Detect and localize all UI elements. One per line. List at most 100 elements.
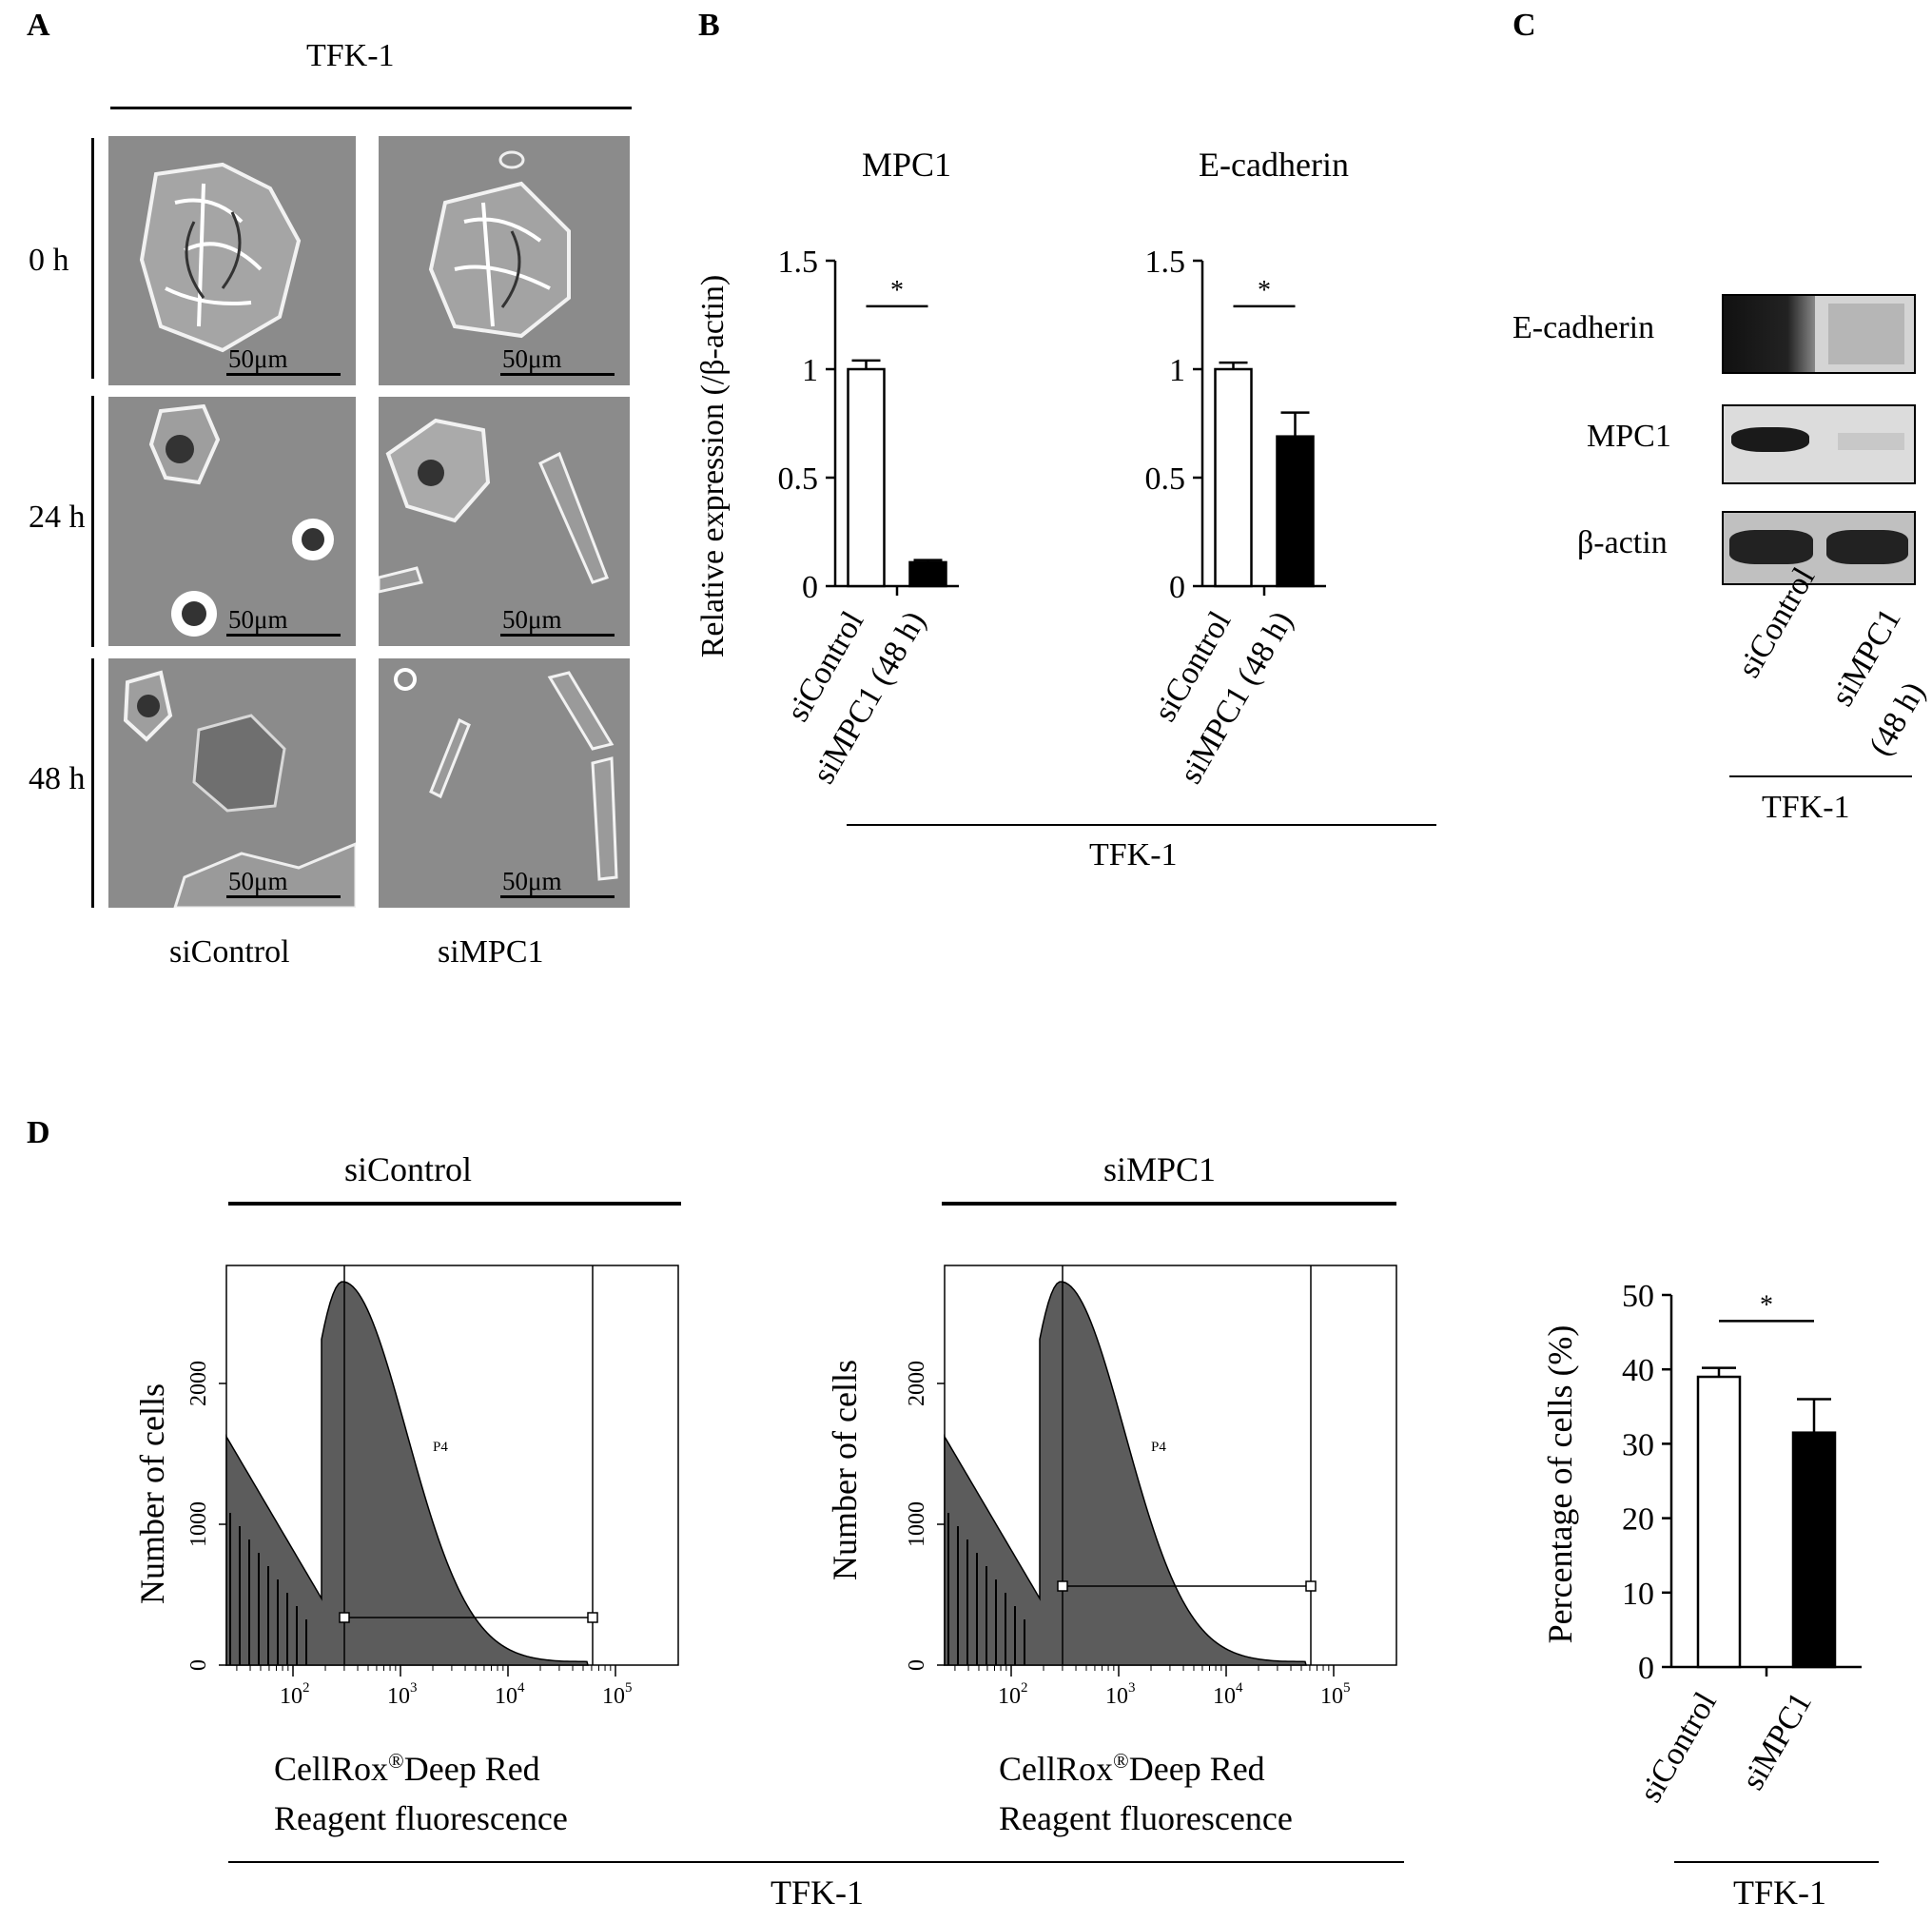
micrograph-simpc1-48h: 50μm — [379, 658, 630, 908]
y-tick-label: 1 — [1169, 353, 1185, 388]
histogram-fill — [944, 1281, 1307, 1666]
cell-cluster-image — [394, 668, 618, 881]
panel-d-bar-cell-line-bar — [1674, 1861, 1879, 1863]
y-tick-label: 1.5 — [1145, 245, 1186, 280]
gate-label: P4 — [1151, 1440, 1166, 1455]
cell-cluster-image — [139, 162, 302, 353]
significance-star: * — [890, 276, 904, 305]
x-tick-exponent: 5 — [1343, 1680, 1351, 1696]
y-tick-label: 20 — [1622, 1502, 1654, 1538]
y-tick-label: 0 — [802, 570, 818, 605]
gate-handle-right — [587, 1612, 598, 1623]
panel-a-cell-line-bar — [110, 107, 632, 109]
x-tick-label: 10 — [495, 1684, 517, 1703]
xlabel-reagent-variant: Deep Red — [403, 1750, 540, 1788]
x-tick-label: siMPC1 — [1735, 1687, 1819, 1796]
gate-handle-right — [1305, 1580, 1317, 1592]
row-bracket-24h — [91, 396, 94, 647]
registered-mark: ® — [1113, 1749, 1129, 1773]
panel-letter-d: D — [27, 1115, 50, 1150]
cell-cluster-image — [123, 670, 356, 908]
panel-d-bar-ylabel: Percentage of cells (%) — [1541, 1324, 1579, 1644]
x-tick-exponent: 3 — [1128, 1680, 1136, 1696]
panel-letter-c: C — [1512, 8, 1536, 43]
y-tick-label: 0 — [1638, 1651, 1654, 1686]
y-tick-label: 2000 — [186, 1361, 211, 1406]
blot-ecadherin — [1722, 294, 1916, 374]
row-label-48h: 48 h — [29, 761, 86, 796]
panel-c-cell-line-bar — [1729, 775, 1912, 777]
scale-bar — [500, 634, 615, 637]
blot-mpc1 — [1722, 404, 1916, 484]
y-tick-label: 1000 — [186, 1501, 211, 1547]
scale-label: 50μm — [502, 605, 562, 634]
x-tick-exponent: 4 — [517, 1680, 525, 1696]
panel-b-cell-line: TFK-1 — [1089, 837, 1178, 873]
flow-plot-1-xlabel-2: Reagent fluorescence — [274, 1799, 568, 1837]
panel-b-cell-line-bar — [847, 824, 1436, 826]
scale-label: 50μm — [228, 605, 288, 634]
chart-title: MPC1 — [862, 146, 951, 184]
flow-plot-2-title: siMPC1 — [1103, 1150, 1217, 1188]
column-label-simpc1: siMPC1 — [438, 934, 544, 970]
panel-d-bar-cell-line: TFK-1 — [1733, 1873, 1826, 1912]
panel-letter-a: A — [27, 8, 50, 43]
x-tick-label: 10 — [1320, 1684, 1343, 1703]
panel-b-ylabel: Relative expression (/β-actin) — [695, 274, 731, 658]
cell-cluster-image — [148, 403, 334, 637]
micrograph-simpc1-24h: 50μm — [379, 397, 630, 646]
panel-letter-b: B — [698, 8, 720, 43]
y-tick-label: 2000 — [905, 1361, 929, 1406]
x-tick-exponent: 2 — [1021, 1680, 1028, 1696]
panel-a-cell-line: TFK-1 — [306, 38, 395, 73]
y-tick-label: 0 — [1169, 570, 1185, 605]
scale-bar — [226, 634, 341, 637]
gate-handle-left — [339, 1612, 350, 1623]
xlabel-reagent-name: CellRox — [999, 1750, 1114, 1788]
row-bracket-48h — [91, 658, 94, 908]
x-tick-exponent: 3 — [410, 1680, 418, 1696]
flow-plot-2-title-bar — [942, 1202, 1396, 1206]
x-tick-exponent: 5 — [625, 1680, 633, 1696]
bar-sicontrol — [1214, 367, 1253, 588]
xlabel-reagent-variant: Deep Red — [1128, 1750, 1265, 1788]
flow-plot-2-ylabel: Number of cells — [826, 1360, 864, 1580]
bar-simpc1 — [1791, 1431, 1837, 1669]
bar-sicontrol — [847, 367, 886, 588]
y-tick-label: 0 — [186, 1659, 211, 1671]
x-tick-exponent: 2 — [302, 1680, 310, 1696]
micrograph-sicontrol-48h: 50μm — [108, 658, 356, 908]
significance-star: * — [1760, 1290, 1773, 1320]
y-tick-label: 1000 — [905, 1501, 929, 1547]
y-tick-label: 0.5 — [1145, 461, 1186, 497]
panel-c-cell-line: TFK-1 — [1762, 790, 1850, 825]
band-label-ecadherin: E-cadherin — [1512, 310, 1655, 345]
y-tick-label: 0.5 — [778, 461, 819, 497]
x-tick-label: 10 — [602, 1684, 625, 1703]
y-tick-label: 30 — [1622, 1427, 1654, 1462]
flow-plot-1-ylabel: Number of cells — [133, 1383, 171, 1604]
cell-cluster-image — [428, 150, 571, 339]
row-label-0h: 0 h — [29, 243, 69, 278]
row-label-24h: 24 h — [29, 500, 86, 535]
x-tick-label: 10 — [280, 1684, 302, 1703]
scale-label: 50μm — [502, 867, 562, 895]
flow-plot-1-title-bar — [228, 1202, 681, 1206]
scale-label: 50μm — [502, 344, 562, 373]
x-tick-label: 10 — [1213, 1684, 1236, 1703]
blot-beta-actin — [1722, 511, 1916, 585]
y-tick-label: 1 — [802, 353, 818, 388]
flow-plot-1-title: siControl — [344, 1150, 473, 1188]
scale-label: 50μm — [228, 867, 288, 895]
x-tick-label: siControl — [1633, 1687, 1724, 1809]
scale-bar — [500, 895, 615, 898]
x-tick-exponent: 4 — [1236, 1680, 1243, 1696]
y-tick-label: 40 — [1622, 1353, 1654, 1388]
flow-plot-1-xlabel-1: CellRox®Deep Red — [274, 1749, 540, 1789]
scale-label: 50μm — [228, 344, 288, 373]
gate-label: P4 — [433, 1440, 448, 1455]
x-tick-label: 10 — [387, 1684, 410, 1703]
bar-simpc1-48-h- — [1276, 435, 1315, 588]
